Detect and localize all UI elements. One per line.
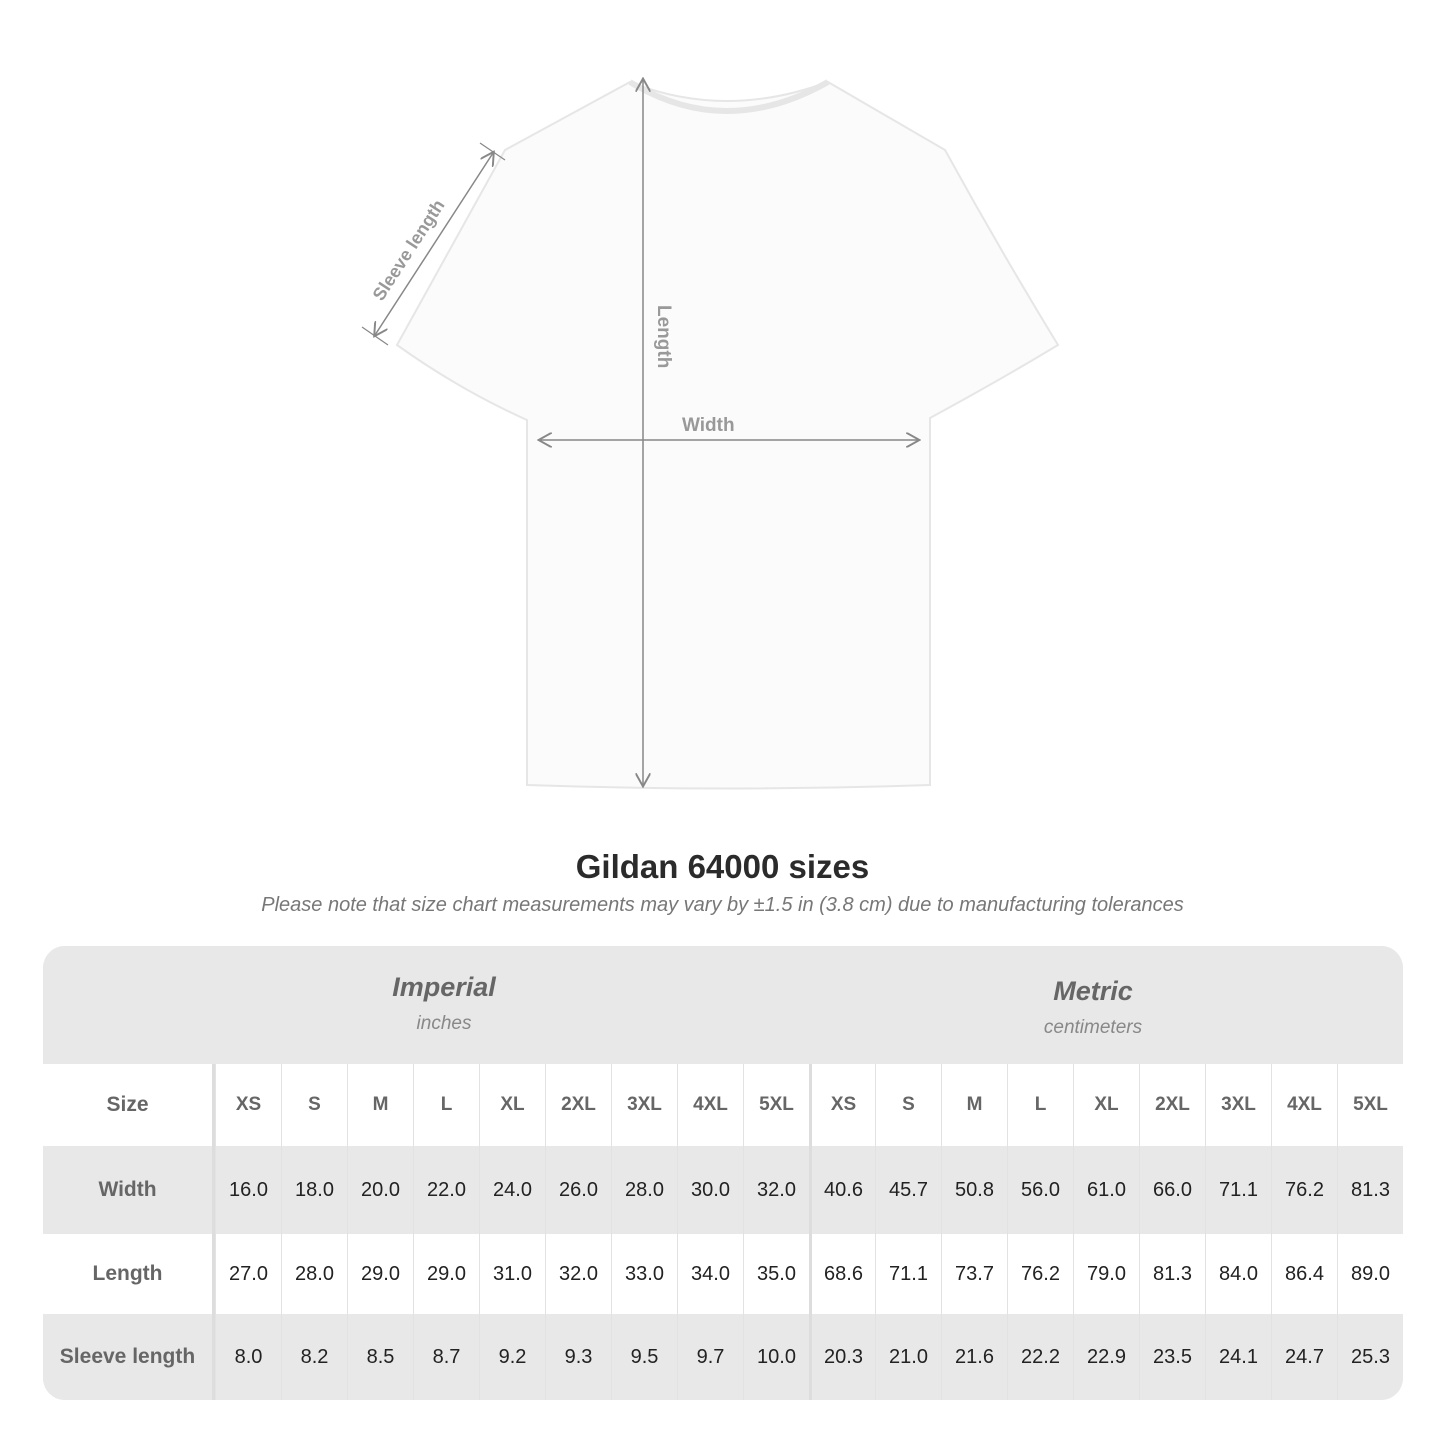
metric-value-cell: 86.4 [1271,1234,1337,1314]
row-label: Sleeve length [43,1314,215,1400]
imperial-value-cell: 9.2 [479,1314,545,1400]
metric-value-cell: 40.6 [809,1146,875,1234]
metric-title: Metric [1053,976,1133,1006]
imperial-value-cell: 33.0 [611,1234,677,1314]
imperial-value-cell: 8.2 [281,1314,347,1400]
imperial-size-header: M [347,1064,413,1146]
metric-size-header: 4XL [1271,1064,1337,1146]
metric-value-cell: 68.6 [809,1234,875,1314]
sleeve-arrow [375,153,493,335]
metric-value-cell: 22.2 [1007,1314,1073,1400]
imperial-size-header: S [281,1064,347,1146]
imperial-value-cell: 9.3 [545,1314,611,1400]
table-header: Imperial inches Metric centimeters [43,946,1403,1064]
metric-value-cell: 81.3 [1139,1234,1205,1314]
metric-value-cell: 61.0 [1073,1146,1139,1234]
imperial-value-cell: 32.0 [545,1234,611,1314]
metric-value-cell: 89.0 [1337,1234,1403,1314]
metric-value-cell: 56.0 [1007,1146,1073,1234]
imperial-value-cell: 8.5 [347,1314,413,1400]
metric-value-cell: 24.7 [1271,1314,1337,1400]
metric-value-cell: 50.8 [941,1146,1007,1234]
row-label: Width [43,1146,215,1234]
metric-value-cell: 66.0 [1139,1146,1205,1234]
table-row: Sleeve length 8.0 8.2 8.5 8.7 9.2 9.3 9.5 9.7 10.… [43,1314,1403,1400]
row-label: Size [43,1064,215,1146]
length-label: Length [653,305,674,368]
metric-value-cell: 45.7 [875,1146,941,1234]
table-row: Length 27.0 28.0 29.0 29.0 31.0 32.0 33.0 34.0 35… [43,1234,1403,1314]
width-label: Width [682,415,735,436]
metric-value-cell: 22.9 [1073,1314,1139,1400]
metric-value-cell: 21.6 [941,1314,1007,1400]
imperial-unit: inches [416,1013,472,1034]
imperial-size-header: 3XL [611,1064,677,1146]
metric-size-header: XS [809,1064,875,1146]
imperial-value-cell: 8.0 [215,1314,281,1400]
imperial-size-header: 2XL [545,1064,611,1146]
metric-value-cell: 81.3 [1337,1146,1403,1234]
metric-size-header: XL [1073,1064,1139,1146]
imperial-value-cell: 29.0 [413,1234,479,1314]
tshirt-diagram: Sleeve length Length Width [361,0,1060,790]
imperial-value-cell: 10.0 [743,1314,809,1400]
metric-value-cell: 84.0 [1205,1234,1271,1314]
metric-value-cell: 73.7 [941,1234,1007,1314]
imperial-value-cell: 26.0 [545,1146,611,1234]
row-label: Length [43,1234,215,1314]
imperial-value-cell: 30.0 [677,1146,743,1234]
imperial-value-cell: 27.0 [215,1234,281,1314]
metric-value-cell: 76.2 [1271,1146,1337,1234]
metric-value-cell: 23.5 [1139,1314,1205,1400]
imperial-value-cell: 29.0 [347,1234,413,1314]
metric-value-cell: 21.0 [875,1314,941,1400]
table-row: Width 16.0 18.0 20.0 22.0 24.0 26.0 28.0 30.0 32.… [43,1146,1403,1234]
page-title: Gildan 64000 sizes [575,848,870,885]
imperial-value-cell: 35.0 [743,1234,809,1314]
imperial-size-header: 5XL [743,1064,809,1146]
metric-value-cell: 20.3 [809,1314,875,1400]
imperial-size-header: XL [479,1064,545,1146]
size-row: Size XS S M L XL 2XL 3XL 4XL 5XL XS S M L XL 2XL 3XL 4XL 5… [43,1064,1403,1146]
metric-size-header: S [875,1064,941,1146]
metric-value-cell: 71.1 [1205,1146,1271,1234]
metric-value-cell: 24.1 [1205,1314,1271,1400]
imperial-value-cell: 9.7 [677,1314,743,1400]
metric-value-cell: 76.2 [1007,1234,1073,1314]
metric-size-header: 3XL [1205,1064,1271,1146]
imperial-value-cell: 28.0 [281,1234,347,1314]
imperial-value-cell: 22.0 [413,1146,479,1234]
imperial-value-cell: 16.0 [215,1146,281,1234]
imperial-value-cell: 31.0 [479,1234,545,1314]
metric-value-cell: 25.3 [1337,1314,1403,1400]
metric-header: Metric centimeters [943,976,1243,1039]
imperial-value-cell: 32.0 [743,1146,809,1234]
imperial-value-cell: 20.0 [347,1146,413,1234]
metric-size-header: 2XL [1139,1064,1205,1146]
imperial-size-header: XS [215,1064,281,1146]
imperial-value-cell: 18.0 [281,1146,347,1234]
tolerance-note: Please note that size chart measurements… [261,894,1184,916]
imperial-value-cell: 24.0 [479,1146,545,1234]
imperial-value-cell: 9.5 [611,1314,677,1400]
metric-size-header: 5XL [1337,1064,1403,1146]
metric-size-header: L [1007,1064,1073,1146]
imperial-value-cell: 34.0 [677,1234,743,1314]
size-table: Imperial inches Metric centimeters Size X… [43,946,1403,1400]
imperial-value-cell: 28.0 [611,1146,677,1234]
metric-value-cell: 71.1 [875,1234,941,1314]
imperial-size-header: 4XL [677,1064,743,1146]
imperial-value-cell: 8.7 [413,1314,479,1400]
metric-unit: centimeters [1043,1017,1143,1038]
imperial-size-header: L [413,1064,479,1146]
metric-value-cell: 79.0 [1073,1234,1139,1314]
imperial-header: Imperial inches [294,972,594,1035]
imperial-title: Imperial [392,972,496,1002]
metric-size-header: M [941,1064,1007,1146]
